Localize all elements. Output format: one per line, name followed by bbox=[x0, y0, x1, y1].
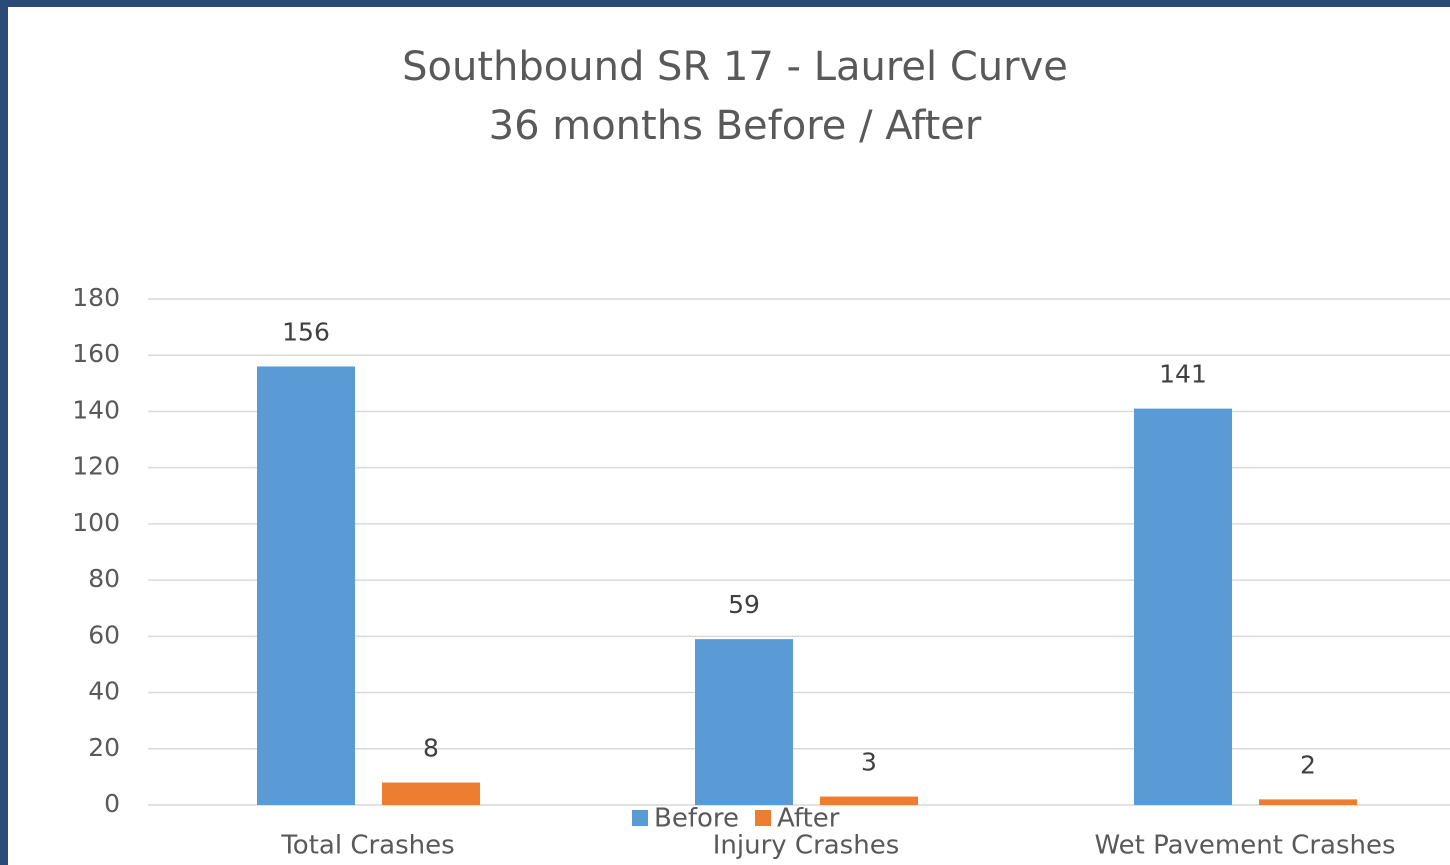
y-tick-label: 100 bbox=[72, 508, 120, 537]
bar bbox=[820, 796, 918, 805]
legend-label: Before bbox=[654, 804, 739, 834]
data-label: 3 bbox=[861, 748, 877, 777]
data-label: 59 bbox=[728, 590, 760, 619]
y-tick-label: 0 bbox=[104, 789, 120, 818]
bar bbox=[1259, 799, 1357, 805]
x-tick-label: Wet Pavement Crashes bbox=[1094, 831, 1395, 861]
y-tick-label: 120 bbox=[72, 452, 120, 481]
data-label: 2 bbox=[1300, 750, 1316, 779]
legend-swatch bbox=[755, 810, 772, 826]
data-label: 156 bbox=[282, 317, 330, 346]
y-tick-label: 160 bbox=[72, 339, 120, 368]
legend-label: After bbox=[777, 804, 840, 834]
bar bbox=[695, 639, 793, 805]
x-tick-label: Total Crashes bbox=[280, 831, 454, 861]
data-label: 8 bbox=[423, 734, 439, 763]
data-label: 141 bbox=[1159, 360, 1207, 389]
y-tick-label: 80 bbox=[88, 564, 120, 593]
x-tick-label: Injury Crashes bbox=[713, 831, 900, 861]
y-tick-label: 60 bbox=[88, 620, 120, 649]
y-tick-label: 140 bbox=[72, 395, 120, 424]
chart-subtitle: 36 months Before / After bbox=[489, 103, 982, 149]
y-tick-label: 20 bbox=[88, 733, 120, 762]
bar bbox=[382, 782, 480, 805]
bar bbox=[257, 366, 355, 805]
y-tick-label: 40 bbox=[88, 677, 120, 706]
legend-swatch bbox=[632, 810, 648, 826]
chart-title: Southbound SR 17 - Laurel Curve bbox=[402, 44, 1068, 90]
y-tick-label: 180 bbox=[72, 283, 120, 312]
bar bbox=[1134, 408, 1232, 805]
